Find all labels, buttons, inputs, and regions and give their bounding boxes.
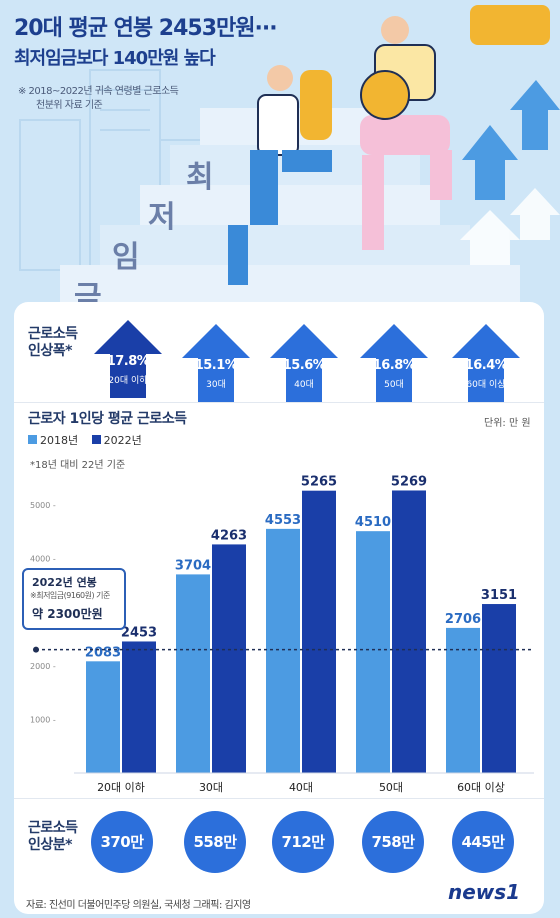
up-arrow-icon <box>452 324 520 402</box>
bar-value-label: 4510 <box>355 515 391 530</box>
up-arrow-icon <box>270 324 338 402</box>
bar <box>86 661 120 773</box>
increase-age: 20대 이하 <box>108 376 148 386</box>
bar-value-label: 4553 <box>265 513 301 528</box>
callout-title: 2022년 연봉 <box>32 576 97 589</box>
bar-value-label: 5269 <box>391 474 427 489</box>
divider <box>14 798 544 799</box>
chart-footnote: *18년 대비 22년 기준 <box>30 460 126 471</box>
page-title: 20대 평균 연봉 2453만원··· <box>14 16 278 41</box>
chart-unit: 단위: 만 원 <box>484 418 531 429</box>
bar-value-label: 4263 <box>211 528 247 543</box>
brand-logo: news1 <box>448 880 521 904</box>
x-tick-label: 20대 이하 <box>97 780 145 794</box>
callout-value: 약 2300만원 <box>32 607 103 621</box>
increase-rate-label: 근로소득 인상폭* <box>28 326 78 359</box>
bar <box>266 528 300 773</box>
source-note: ※ 2018~2022년 귀속 연령별 근로소득 천분위 자료 기준 <box>18 86 179 111</box>
increase-age: 30대 <box>206 380 226 390</box>
increase-age: 50대 <box>384 380 404 390</box>
increase-pct: 16.4% <box>464 358 508 373</box>
content-panel: 근로소득 인상폭* 17.8% 20대 이하 15.1% 30대 15.6% 40대 16.… <box>14 302 544 914</box>
up-arrow-icon <box>360 324 428 402</box>
bar <box>302 490 336 773</box>
chart-legend: 2018년 2022년 <box>28 432 142 448</box>
person-man-illustration <box>228 65 332 285</box>
stair-char-2: 임 <box>112 240 140 275</box>
x-tick-label: 50대 <box>379 781 403 794</box>
increase-age: 40대 <box>294 380 314 390</box>
bar <box>122 641 156 773</box>
legend-swatch-2022 <box>91 435 101 444</box>
increase-age: 60대 이상 <box>466 380 506 390</box>
bar <box>176 574 210 773</box>
y-tick-label: 5000 - <box>30 501 56 510</box>
bar-chart: 1000 -2000 -3000 -4000 -5000 -2083245320… <box>30 474 534 794</box>
increase-pct: 17.8% <box>106 354 150 369</box>
legend-label-2022: 2022년 <box>103 434 142 447</box>
bar-value-label: 2706 <box>445 612 481 627</box>
stair-char-3: 저 <box>148 200 176 235</box>
y-tick-label: 1000 - <box>30 715 56 724</box>
x-tick-label: 40대 <box>289 781 313 794</box>
y-tick-label: 2000 - <box>30 662 56 671</box>
chart-title: 근로자 1인당 평균 근로소득 <box>28 411 187 427</box>
up-arrow-icon <box>94 320 162 398</box>
increase-arrow: 15.1% 30대 <box>176 322 256 402</box>
callout-note: ※최저임금(9160원) 기준 <box>30 591 110 600</box>
amount-circle: 712만 <box>272 811 334 873</box>
bar <box>482 604 516 773</box>
increase-pct: 15.1% <box>194 358 238 373</box>
legend-swatch-2018 <box>28 435 37 444</box>
amount-circle: 445만 <box>452 811 514 873</box>
reference-dot <box>33 646 39 653</box>
increase-arrow: 16.4% 60대 이상 <box>446 322 526 402</box>
bar-value-label: 3151 <box>481 588 517 603</box>
hero-illustration <box>0 0 560 310</box>
x-tick-label: 30대 <box>199 781 223 794</box>
min-wage-callout: 2022년 연봉 ※최저임금(9160원) 기준 약 2300만원 <box>22 568 126 630</box>
bar-value-label: 3704 <box>175 558 211 573</box>
divider <box>14 402 544 403</box>
increase-arrow: 17.8% 20대 이하 <box>88 318 168 398</box>
bar <box>392 490 426 773</box>
y-tick-label: 4000 - <box>30 555 56 564</box>
bar-value-label: 5265 <box>301 475 337 490</box>
increase-arrow: 15.6% 40대 <box>264 322 344 402</box>
bar-value-label: 2083 <box>85 645 121 660</box>
up-arrow-icon <box>182 324 250 402</box>
amount-circle: 370만 <box>91 811 153 873</box>
increase-arrow: 16.8% 50대 <box>354 322 434 402</box>
increase-pct: 15.6% <box>282 358 326 373</box>
bar <box>446 627 480 773</box>
legend-label-2018: 2018년 <box>40 434 79 447</box>
increase-amount-label: 근로소득 인상분* <box>28 820 78 853</box>
x-tick-label: 60대 이상 <box>457 781 505 794</box>
stair-char-4: 최 <box>186 160 214 195</box>
person-woman-illustration <box>360 5 550 250</box>
bar <box>212 544 246 773</box>
amount-circle: 758만 <box>362 811 424 873</box>
bar <box>356 531 390 773</box>
page-subtitle: 최저임금보다 140만원 높다 <box>14 48 216 69</box>
increase-pct: 16.8% <box>372 358 416 373</box>
bar-value-label: 2453 <box>121 625 157 640</box>
source-credit: 자료: 진선미 더불어민주당 의원실, 국세청 그래픽: 김지영 <box>26 900 251 911</box>
amount-circle: 558만 <box>184 811 246 873</box>
